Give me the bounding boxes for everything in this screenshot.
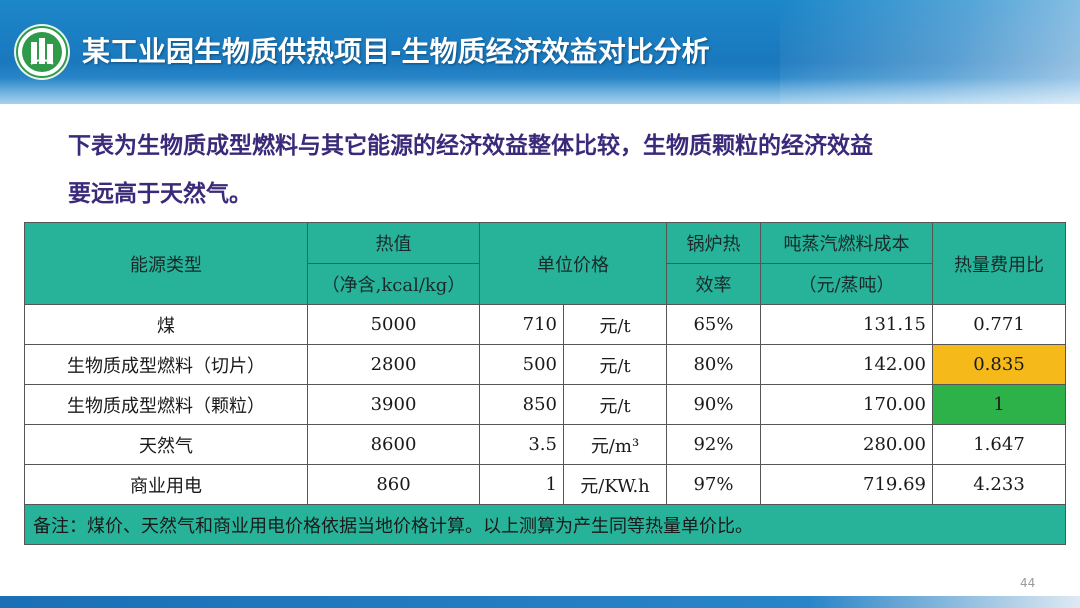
footer-bar xyxy=(0,596,1080,608)
header-calorific-bottom: （净含,kcal/kg） xyxy=(307,263,480,305)
intro-line-2: 要远高于天然气。 xyxy=(68,181,252,207)
cell-heat: 2800 xyxy=(307,344,480,385)
cell-price: 850 xyxy=(479,384,564,425)
cell-price: 1 xyxy=(479,464,564,505)
table-note: 备注：煤价、天然气和商业用电价格依据当地价格计算。以上测算为产生同等热量单价比。 xyxy=(24,504,1066,545)
cell-price: 3.5 xyxy=(479,424,564,465)
cell-energy-name: 生物质成型燃料（颗粒） xyxy=(24,384,308,425)
cell-energy-name: 天然气 xyxy=(24,424,308,465)
header-ratio: 热量费用比 xyxy=(932,222,1066,305)
cell-heat: 860 xyxy=(307,464,480,505)
cell-cost: 142.00 xyxy=(760,344,933,385)
header-cost-bottom: （元/蒸吨） xyxy=(760,263,933,305)
cell-cost: 280.00 xyxy=(760,424,933,465)
title-banner xyxy=(0,0,1080,104)
cell-unit: 元/t xyxy=(563,344,667,385)
cell-heat: 8600 xyxy=(307,424,480,465)
cell-cost: 131.15 xyxy=(760,304,933,345)
header-energy-type: 能源类型 xyxy=(24,222,308,305)
cell-unit: 元/t xyxy=(563,384,667,425)
table-row: 煤 5000 710 元/t 65% 131.15 0.771 xyxy=(24,304,1066,345)
table-row: 生物质成型燃料（颗粒） 3900 850 元/t 90% 170.00 1 xyxy=(24,384,1066,425)
table-note-row: 备注：煤价、天然气和商业用电价格依据当地价格计算。以上测算为产生同等热量单价比。 xyxy=(24,504,1066,545)
company-logo-icon xyxy=(16,26,68,78)
cell-unit: 元/KW.h xyxy=(563,464,667,505)
intro-line-1: 下表为生物质成型燃料与其它能源的经济效益整体比较，生物质颗粒的经济效益 xyxy=(68,133,873,159)
cell-ratio-highlight-orange: 0.835 xyxy=(932,344,1066,385)
cell-unit: 元/m³ xyxy=(563,424,667,465)
cell-energy-name: 煤 xyxy=(24,304,308,345)
cell-ratio: 4.233 xyxy=(932,464,1066,505)
cell-price: 500 xyxy=(479,344,564,385)
cell-ratio: 0.771 xyxy=(932,304,1066,345)
cell-ratio: 1.647 xyxy=(932,424,1066,465)
cell-efficiency: 90% xyxy=(666,384,761,425)
cell-energy-name: 生物质成型燃料（切片） xyxy=(24,344,308,385)
table-row: 生物质成型燃料（切片） 2800 500 元/t 80% 142.00 0.83… xyxy=(24,344,1066,385)
cell-efficiency: 97% xyxy=(666,464,761,505)
page-title: 某工业园生物质供热项目-生物质经济效益对比分析 xyxy=(82,35,710,68)
cell-energy-name: 商业用电 xyxy=(24,464,308,505)
table-row: 商业用电 860 1 元/KW.h 97% 719.69 4.233 xyxy=(24,464,1066,505)
header-cost-top: 吨蒸汽燃料成本 xyxy=(760,222,933,264)
comparison-table: 能源类型 热值 单位价格 锅炉热 吨蒸汽燃料成本 热量费用比 （净含,kcal/… xyxy=(24,222,1066,545)
header-efficiency-top: 锅炉热 xyxy=(666,222,761,264)
cell-unit: 元/t xyxy=(563,304,667,345)
cell-cost: 170.00 xyxy=(760,384,933,425)
header-efficiency-bottom: 效率 xyxy=(666,263,761,305)
cell-heat: 5000 xyxy=(307,304,480,345)
cell-efficiency: 80% xyxy=(666,344,761,385)
header-unit-price: 单位价格 xyxy=(479,222,667,305)
banner-shine xyxy=(0,78,1080,104)
cell-ratio-highlight-green: 1 xyxy=(932,384,1066,425)
table-row: 天然气 8600 3.5 元/m³ 92% 280.00 1.647 xyxy=(24,424,1066,465)
header-calorific-top: 热值 xyxy=(307,222,480,264)
cell-price: 710 xyxy=(479,304,564,345)
page-number: 44 xyxy=(1020,576,1036,590)
cell-heat: 3900 xyxy=(307,384,480,425)
cell-efficiency: 65% xyxy=(666,304,761,345)
cell-efficiency: 92% xyxy=(666,424,761,465)
intro-paragraph: 下表为生物质成型燃料与其它能源的经济效益整体比较，生物质颗粒的经济效益 要远高于… xyxy=(68,122,1028,218)
cell-cost: 719.69 xyxy=(760,464,933,505)
